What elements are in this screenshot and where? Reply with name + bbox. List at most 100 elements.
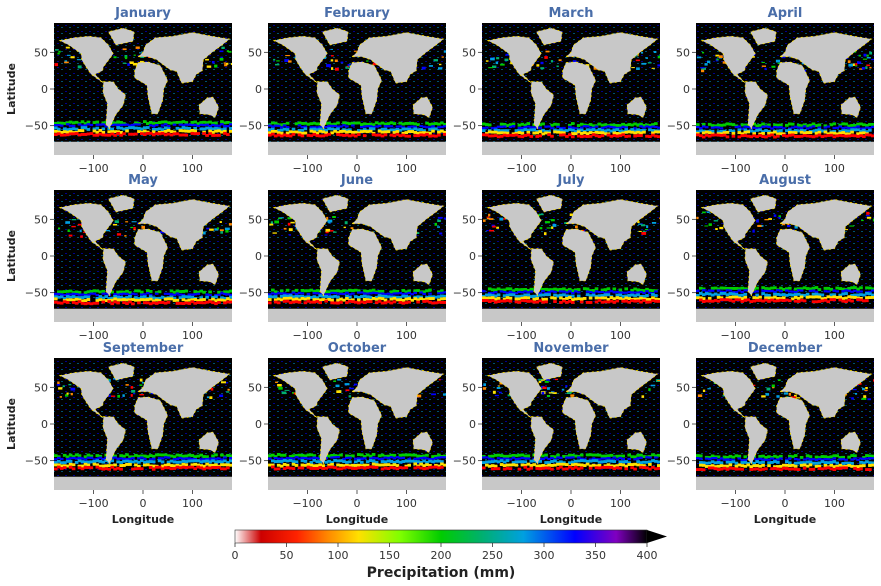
precip-cell: [431, 134, 435, 138]
precip-cell: [829, 298, 834, 302]
precip-cell: [383, 125, 388, 128]
coastal-precip: [565, 32, 659, 84]
precip-cell: [339, 125, 343, 128]
precip-cell: [143, 460, 147, 464]
precip-cell: [553, 455, 557, 459]
precip-cell: [483, 383, 486, 386]
precip-cell: [92, 133, 97, 137]
precip-cell: [532, 297, 536, 301]
precip-cell: [276, 297, 281, 301]
colorbar: 0 50 100 150 200 250 300 350 400 Precipitation (…: [232, 529, 667, 581]
precip-cell: [439, 63, 442, 66]
x-tick-label: −100: [506, 329, 536, 342]
precip-cell: [487, 130, 492, 134]
precip-cell: [844, 126, 848, 129]
precip-cell: [354, 457, 358, 460]
precip-cell: [327, 127, 331, 131]
coastal-precip: [107, 362, 135, 381]
precip-cell: [805, 124, 810, 128]
precip-cell: [651, 465, 655, 469]
precip-cell: [838, 293, 842, 297]
precip-cell: [160, 453, 165, 457]
precip-cell: [312, 133, 317, 136]
precip-cell: [853, 286, 857, 289]
precip-cell: [642, 297, 646, 301]
precip-cell: [502, 467, 507, 471]
land-mask: [348, 61, 382, 114]
precip-cell: [508, 454, 513, 458]
precip-cell: [737, 457, 742, 460]
precip-cell: [122, 122, 126, 126]
precip-cell: [716, 58, 719, 61]
precip-cell: [576, 128, 581, 132]
coastal-precip: [58, 370, 114, 419]
precip-cell: [169, 459, 174, 463]
precip-cell: [110, 123, 114, 127]
precip-cell: [57, 124, 61, 127]
precip-cell: [761, 125, 765, 128]
precip-cell: [312, 292, 317, 295]
precip-cell: [651, 133, 655, 137]
precip-cell: [817, 130, 822, 134]
precip-cell: [603, 132, 608, 136]
precip-cell: [300, 456, 305, 460]
precip-cell: [707, 60, 711, 63]
precip-cell: [131, 221, 137, 223]
precip-cell: [526, 454, 531, 458]
precip-cell: [303, 121, 308, 125]
precip-cell: [392, 453, 397, 457]
precip-cell: [306, 295, 311, 299]
precip-cell: [782, 463, 786, 467]
precip-cell: [333, 456, 337, 459]
precip-cell: [612, 467, 617, 471]
precip-cell: [657, 453, 660, 457]
precip-cell: [790, 297, 795, 301]
precip-cell: [814, 286, 819, 289]
precip-cell: [770, 467, 774, 471]
precip-cell: [345, 297, 349, 300]
precip-cell: [802, 134, 807, 137]
precip-cell: [493, 453, 498, 457]
precip-cell: [597, 458, 602, 461]
precip-cell: [371, 297, 376, 300]
colorbar-tick-label: 150: [379, 549, 400, 562]
precip-cell: [517, 131, 522, 134]
precip-cell: [776, 458, 780, 461]
x-tick-label: 100: [182, 497, 203, 510]
precip-cell: [122, 292, 126, 295]
precip-cell: [856, 298, 860, 302]
precip-cell: [496, 296, 501, 300]
precip-cell: [600, 123, 605, 127]
precip-cell: [645, 123, 649, 127]
x-tick-label: 0: [354, 497, 361, 510]
precip-cell: [497, 385, 500, 387]
precip-cell: [443, 456, 446, 459]
precip-cell: [770, 286, 774, 290]
precip-cell: [562, 293, 566, 297]
precip-cell: [223, 297, 227, 300]
precip-cell: [487, 457, 492, 460]
precip-cell: [502, 218, 506, 220]
precip-cell: [707, 292, 712, 296]
precip-cell: [529, 466, 534, 470]
precip-cell: [401, 453, 406, 457]
precip-cell: [68, 462, 73, 466]
precip-cell: [761, 130, 765, 134]
precip-cell: [54, 292, 58, 295]
precip-cell: [187, 293, 192, 296]
precip-cell: [490, 57, 495, 61]
precip-cell: [487, 460, 492, 464]
precip-cell: [395, 130, 400, 133]
precip-cell: [853, 289, 857, 292]
precip-cell: [701, 69, 705, 73]
precip-cell: [621, 463, 625, 467]
precip-cell: [440, 297, 444, 301]
precip-cell: [157, 299, 162, 302]
precip-cell: [208, 463, 212, 467]
precip-cell: [178, 120, 183, 124]
precip-cell: [701, 300, 706, 303]
precip-cell: [609, 296, 614, 299]
precip-cell: [490, 464, 495, 468]
precip-cell: [440, 289, 444, 293]
